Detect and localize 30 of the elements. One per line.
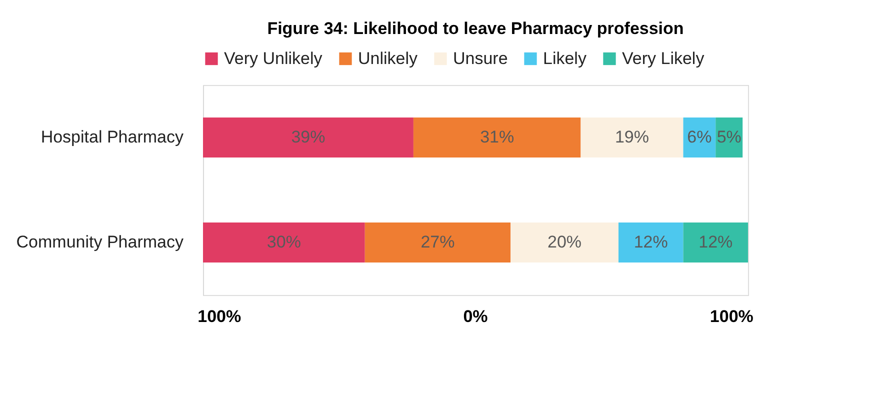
data-label: 19%: [614, 128, 649, 146]
data-label: 12%: [634, 232, 668, 252]
y-tick-label: Hospital Pharmacy: [40, 128, 184, 146]
bar: [203, 118, 414, 158]
bar: [510, 222, 618, 262]
data-label: 5%: [716, 128, 742, 146]
legend-label: Unsure: [453, 48, 508, 68]
legend-label: Very Unlikely: [224, 48, 323, 68]
data-label: 30%: [266, 232, 301, 252]
bar: [364, 222, 511, 262]
text: 0%: [463, 307, 488, 326]
bar: [683, 118, 716, 158]
legend-label: Likely: [543, 48, 587, 68]
bar: [413, 118, 581, 158]
bar: [618, 222, 684, 262]
bar: [580, 118, 684, 158]
legend-label: Very Likely: [622, 48, 705, 68]
data-label: 27%: [420, 232, 455, 252]
bar: [683, 222, 748, 262]
chart-title: Figure 34: Likelihood to leave Pharmacy profession: [267, 19, 684, 38]
bar: [203, 222, 365, 262]
data-label: 6%: [687, 128, 712, 146]
text: 100%: [198, 307, 242, 326]
legend-label: Unlikely: [358, 48, 418, 68]
data-label: 31%: [480, 128, 514, 146]
data-label: 20%: [548, 232, 582, 252]
data-label: 12%: [698, 232, 733, 252]
data-label: 39%: [291, 128, 326, 146]
y-tick-label: Community Pharmacy: [16, 232, 184, 252]
text: 100%: [710, 307, 754, 326]
